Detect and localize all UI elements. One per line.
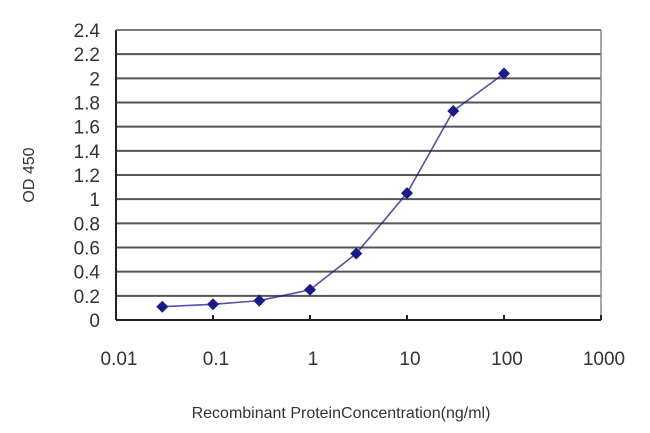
axes bbox=[115, 29, 602, 321]
y-tick-label: 1.8 bbox=[74, 94, 100, 115]
data-point-diamond bbox=[207, 298, 219, 311]
y-tick-labels: 0 0.2 0.4 0.6 0.8 1 1.2 1.4 1.6 1.8 2 2.2 2.4 bbox=[74, 21, 101, 332]
x-tick-label: 0.01 bbox=[101, 349, 138, 370]
x-axis-label: Recombinant ProteinConcentration(ng/ml) bbox=[192, 405, 491, 422]
y-tick-label: 2.2 bbox=[74, 45, 100, 66]
x-tick-label: 100 bbox=[491, 349, 523, 370]
data-point-diamond bbox=[156, 300, 169, 313]
x-tick-label: 1000 bbox=[583, 349, 625, 370]
y-tick-label: 1.2 bbox=[74, 166, 100, 187]
y-tick-label: 0.2 bbox=[74, 287, 100, 308]
x-tick-label: 0.1 bbox=[203, 349, 229, 370]
y-tick-label: 0.8 bbox=[74, 214, 100, 235]
x-tick-labels: 0.01 0.1 1 10 100 1000 bbox=[101, 349, 626, 370]
data-point-diamond bbox=[253, 294, 266, 307]
y-tick-label: 1.4 bbox=[74, 142, 101, 163]
data-point-diamond bbox=[498, 67, 510, 80]
y-tick-label: 0.6 bbox=[74, 239, 100, 260]
data-point-diamond bbox=[447, 104, 460, 117]
y-tick-label: 0.4 bbox=[74, 263, 101, 284]
data-point-diamond bbox=[350, 247, 363, 260]
data-point-diamond bbox=[304, 283, 316, 296]
data-series bbox=[156, 67, 510, 313]
y-axis-label: OD 450 bbox=[21, 147, 38, 202]
y-tick-label: 0 bbox=[89, 311, 100, 332]
y-tick-label: 1.6 bbox=[74, 118, 100, 139]
series-line bbox=[162, 72, 505, 308]
x-tick-label: 1 bbox=[308, 349, 319, 370]
x-tick-label: 10 bbox=[399, 349, 420, 370]
y-tick-label: 1 bbox=[89, 190, 100, 211]
y-tick-label: 2 bbox=[89, 69, 100, 90]
y-tick-label: 2.4 bbox=[74, 21, 101, 42]
data-point-diamond bbox=[401, 187, 413, 200]
